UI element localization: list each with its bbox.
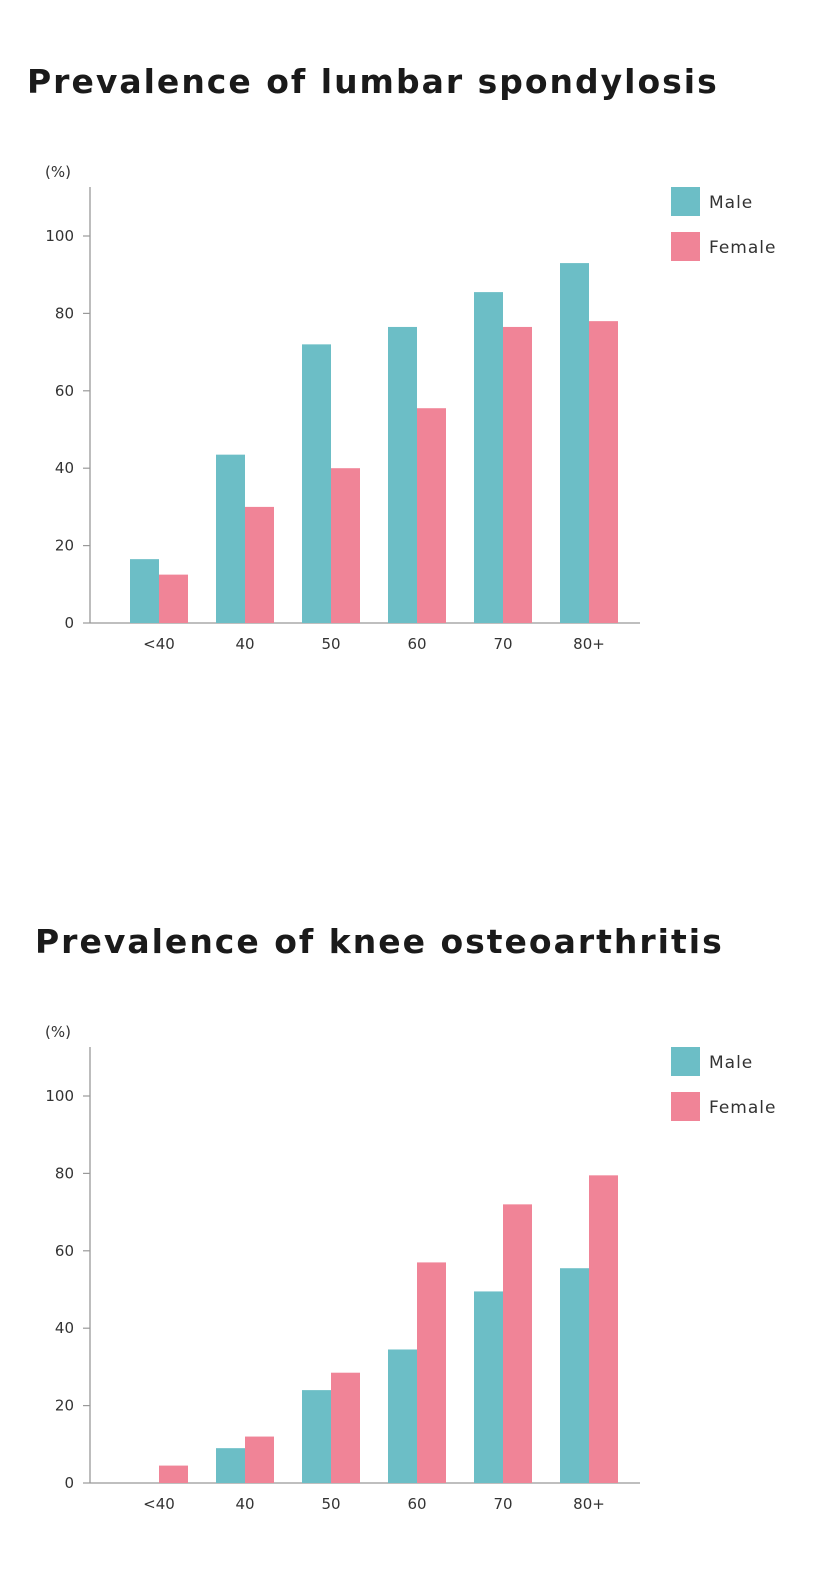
bar-male-70 <box>474 292 503 623</box>
y-tick-label: 80 <box>55 304 74 322</box>
y-tick-label: 20 <box>55 537 74 555</box>
legend-swatch-male <box>671 187 700 216</box>
bar-male-60 <box>388 326 417 623</box>
y-tick-label: 60 <box>55 1242 74 1260</box>
y-tick-label: 0 <box>64 614 74 632</box>
x-tick-label: 50 <box>321 1495 340 1513</box>
bar-female-40 <box>245 506 274 623</box>
bar-female-60 <box>417 1262 446 1483</box>
x-tick-label: 60 <box>407 635 426 653</box>
bar-female-80+ <box>589 321 618 623</box>
bar-male-80+ <box>560 263 589 623</box>
bar-male-70 <box>474 1291 503 1483</box>
bar-female-60 <box>417 408 446 623</box>
legend-swatch-female <box>671 1092 700 1121</box>
bar-male-50 <box>302 1390 331 1483</box>
y-tick-label: 20 <box>55 1397 74 1415</box>
bar-male-<40 <box>130 559 159 623</box>
bar-male-80+ <box>560 1268 589 1483</box>
bar-female-70 <box>503 326 532 623</box>
knee-osteoarthritis-chart: Prevalence of knee osteoarthritis (%) 0 20… <box>0 860 825 1593</box>
bar-male-50 <box>302 344 331 623</box>
chart-plot: (%) 0 20 40 60 80 100 <40 40 50 60 70 80+ Male Female <box>45 163 776 653</box>
lumbar-spondylosis-chart: Prevalence of lumbar spondylosis (%) 0 20 4… <box>0 0 825 760</box>
bar-male-40 <box>216 1448 245 1483</box>
x-tick-label: <40 <box>143 635 175 653</box>
y-tick-label: 0 <box>64 1474 74 1492</box>
x-tick-label: 70 <box>493 635 512 653</box>
legend-swatch-female <box>671 232 700 261</box>
bar-female-40 <box>245 1436 274 1483</box>
legend-label-male: Male <box>709 1053 753 1073</box>
y-axis-unit-label: (%) <box>45 163 71 181</box>
bar-female-50 <box>331 468 360 623</box>
x-tick-label: 80+ <box>573 1495 605 1513</box>
bar-female-80+ <box>589 1175 618 1483</box>
bar-female-50 <box>331 1372 360 1483</box>
x-tick-label: 40 <box>235 635 254 653</box>
x-tick-label: <40 <box>143 1495 175 1513</box>
x-tick-label: 40 <box>235 1495 254 1513</box>
y-axis-unit-label: (%) <box>45 1023 71 1041</box>
x-tick-label: 70 <box>493 1495 512 1513</box>
legend-label-female: Female <box>709 238 776 258</box>
bar-female-<40 <box>159 574 188 623</box>
y-tick-label: 80 <box>55 1164 74 1182</box>
chart-plot: (%) 0 20 40 60 80 100 <40 40 50 60 70 80+ Male Female <box>45 1023 776 1513</box>
y-tick-label: 40 <box>55 1319 74 1337</box>
legend-swatch-male <box>671 1047 700 1076</box>
y-tick-label: 40 <box>55 459 74 477</box>
x-tick-label: 60 <box>407 1495 426 1513</box>
legend-label-female: Female <box>709 1098 776 1118</box>
bar-female-70 <box>503 1204 532 1483</box>
bar-male-60 <box>388 1349 417 1483</box>
bar-female-<40 <box>159 1465 188 1483</box>
legend-label-male: Male <box>709 193 753 213</box>
bar-male-40 <box>216 454 245 623</box>
y-tick-label: 60 <box>55 382 74 400</box>
chart-title: Prevalence of knee osteoarthritis <box>35 922 724 961</box>
chart-title: Prevalence of lumbar spondylosis <box>27 62 719 101</box>
x-tick-label: 50 <box>321 635 340 653</box>
x-tick-label: 80+ <box>573 635 605 653</box>
y-tick-label: 100 <box>45 227 74 245</box>
y-tick-label: 100 <box>45 1087 74 1105</box>
